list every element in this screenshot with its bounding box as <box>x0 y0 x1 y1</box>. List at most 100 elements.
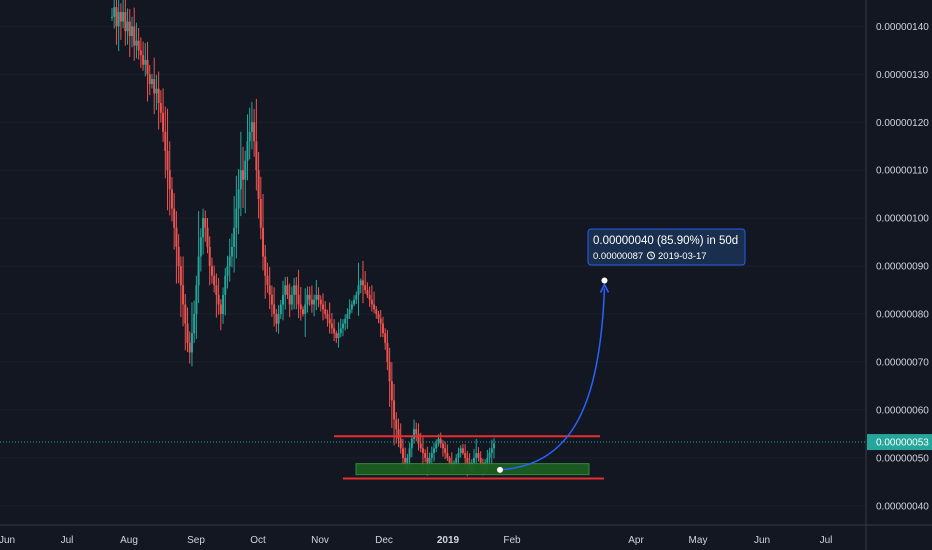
y-tick-label: 0.00000130 <box>876 70 929 81</box>
candle-body <box>361 280 364 286</box>
candle-body <box>148 74 151 84</box>
candle-body <box>413 429 416 439</box>
candle-body <box>433 448 436 454</box>
candle-body <box>493 443 495 449</box>
candle-body <box>381 323 384 334</box>
candle-body <box>310 299 313 305</box>
candle-body <box>435 443 438 449</box>
candle-body <box>337 333 340 339</box>
candle-body <box>199 237 202 257</box>
candle-body <box>437 438 440 444</box>
candle-body <box>217 294 220 305</box>
candle-body <box>339 328 342 334</box>
clock-icon-hands <box>650 253 653 257</box>
y-tick-label: 0.00000080 <box>876 310 929 321</box>
x-tick-label: Nov <box>311 535 329 546</box>
candle-body <box>364 285 367 291</box>
candle-body <box>359 280 362 286</box>
y-tick-label: 0.00000140 <box>876 22 929 33</box>
projection-arrow[interactable] <box>499 288 606 471</box>
drawings[interactable]: 0.00000040 (85.90%) in 50d 0.00000087 2019… <box>0 228 866 480</box>
candle-body <box>248 131 251 142</box>
candle-body <box>139 50 142 56</box>
candle-body <box>377 314 380 319</box>
candle-body <box>142 55 145 65</box>
candle-body <box>348 309 351 315</box>
candle-body <box>130 26 133 36</box>
candle-body <box>430 453 433 458</box>
projection-arrowhead <box>599 282 610 293</box>
candle-body <box>288 294 291 305</box>
candle-body <box>317 294 320 300</box>
candle-body <box>255 141 258 171</box>
candle-body <box>419 443 422 449</box>
projection-start-handle[interactable] <box>497 466 503 473</box>
candle-body <box>239 170 242 190</box>
x-tick-label: Dec <box>375 535 393 546</box>
tooltip-target-price: 0.00000087 <box>593 251 643 262</box>
candle-body <box>117 11 120 27</box>
candle-body <box>126 21 129 32</box>
candle-body <box>393 400 396 420</box>
candle-body <box>153 79 156 94</box>
candle-body <box>297 294 300 305</box>
candle-body <box>299 304 302 310</box>
candle-body <box>441 443 444 449</box>
candle-body <box>490 448 493 454</box>
x-tick-label: Aug <box>120 535 138 546</box>
candle-body <box>335 333 338 339</box>
candle-body <box>302 309 304 315</box>
candle-body <box>388 361 391 382</box>
candle-body <box>155 88 158 94</box>
candles <box>111 0 495 477</box>
candle-body <box>150 79 153 84</box>
candle-body <box>399 438 402 449</box>
candle-body <box>375 309 378 315</box>
price-axis[interactable]: 0.00000140 0.00000130 0.00000120 0.00000110… <box>865 0 932 550</box>
time-axis[interactable]: Jun Jul Aug Sep Oct Nov Dec 2019 Feb Apr May Jun Jul <box>0 524 932 546</box>
candle-body <box>166 151 169 171</box>
candle-body <box>384 333 387 343</box>
candle-body <box>308 294 311 300</box>
candle-body <box>275 314 278 324</box>
candle-body <box>401 448 404 458</box>
candle-body <box>477 453 480 458</box>
candle-body <box>424 453 427 458</box>
support-zone[interactable] <box>355 463 590 476</box>
candle-body <box>390 381 393 401</box>
current-price-tag-label: 0.00000053 <box>876 438 929 449</box>
tooltip-line1: 0.00000040 (85.90%) in 50d <box>593 235 738 247</box>
candle-body <box>277 314 280 324</box>
candle-body <box>184 304 187 324</box>
candle-body <box>175 227 178 247</box>
y-tick-label: 0.00000040 <box>876 501 929 512</box>
candle-body <box>226 266 229 276</box>
x-tick-label: 2019 <box>437 535 460 546</box>
candle-body <box>228 256 231 267</box>
projection-end-handle[interactable] <box>601 277 608 284</box>
candle-body <box>206 227 209 247</box>
candle-body <box>488 453 491 458</box>
candle-body <box>353 299 356 305</box>
candle-body <box>259 198 262 228</box>
candle-body <box>464 453 467 458</box>
candle-body <box>270 294 273 305</box>
candle-body <box>177 246 180 267</box>
candle-body <box>279 304 282 315</box>
candle-body <box>237 189 240 209</box>
y-tick-label: 0.00000070 <box>876 357 929 368</box>
candle-body <box>253 122 256 142</box>
candle-body <box>466 457 469 463</box>
candle-body <box>366 290 369 295</box>
y-tick-label: 0.00000120 <box>876 118 929 129</box>
current-price-tag-bg <box>867 434 932 451</box>
y-tick-label: 0.00000050 <box>876 453 929 464</box>
x-tick-label: Sep <box>187 535 205 546</box>
candle-body <box>222 294 225 315</box>
candle-body <box>350 304 353 310</box>
x-tick-label: Jul <box>61 535 74 546</box>
candle-body <box>257 170 260 199</box>
